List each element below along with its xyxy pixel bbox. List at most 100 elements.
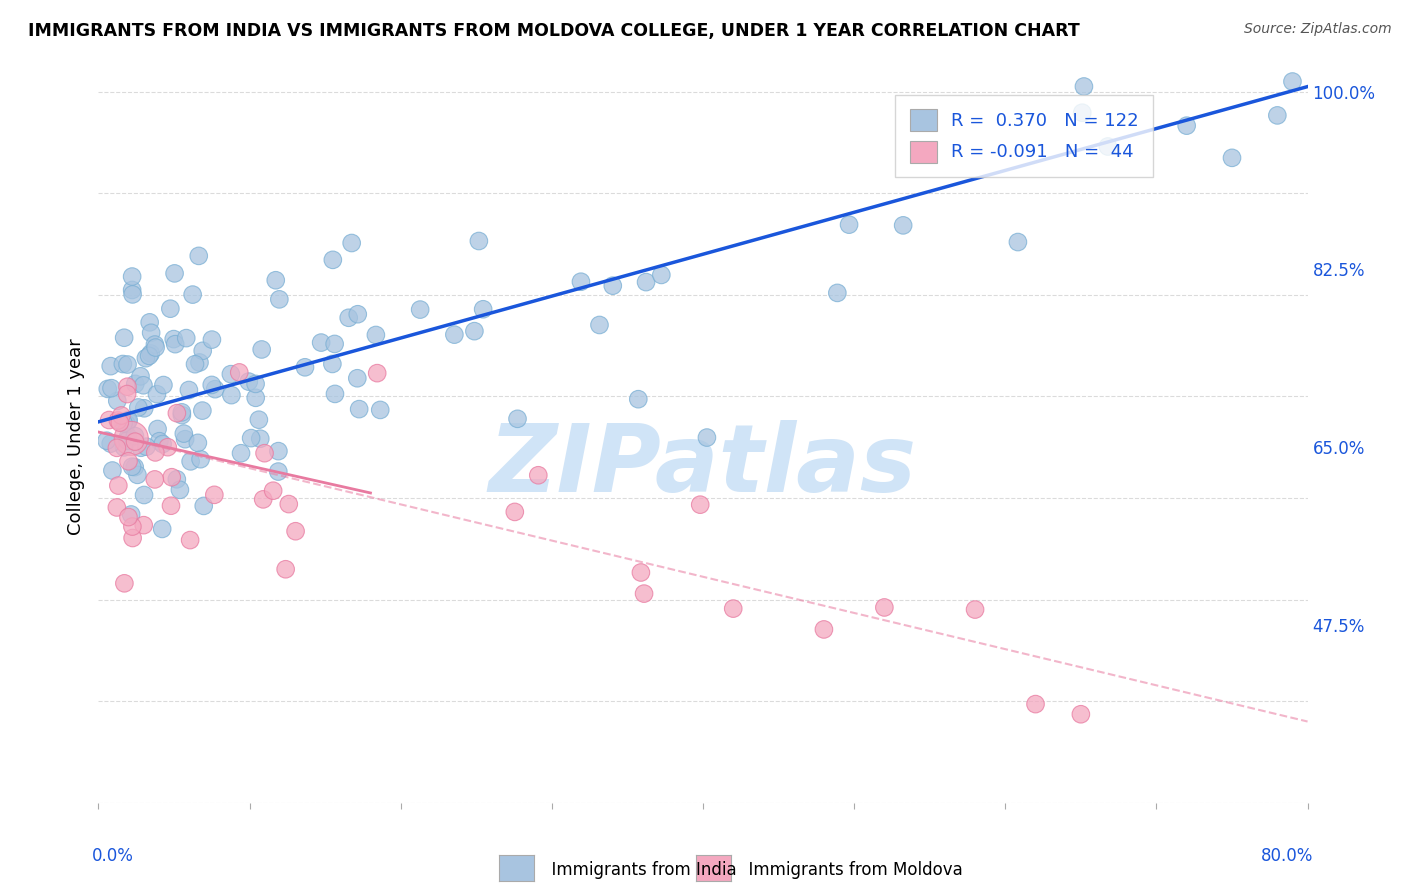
- Point: [124, 434, 146, 449]
- Point: [1024, 697, 1046, 711]
- Point: [249, 432, 271, 446]
- Point: [347, 402, 370, 417]
- Point: [143, 445, 166, 459]
- Point: [120, 431, 142, 445]
- Point: [132, 488, 155, 502]
- Legend: R =  0.370   N = 122, R = -0.091   N =  44: R = 0.370 N = 122, R = -0.091 N = 44: [896, 95, 1153, 177]
- Point: [340, 235, 363, 250]
- Point: [247, 413, 270, 427]
- Point: [193, 499, 215, 513]
- Point: [180, 454, 202, 468]
- Point: [124, 460, 146, 475]
- Point: [105, 393, 128, 408]
- Point: [346, 307, 368, 321]
- Point: [101, 463, 124, 477]
- Text: 80.0%: 80.0%: [1261, 847, 1313, 864]
- Point: [201, 378, 224, 392]
- Point: [117, 430, 139, 444]
- Point: [135, 440, 157, 454]
- Point: [146, 422, 169, 436]
- Point: [309, 335, 332, 350]
- Point: [269, 293, 291, 307]
- Text: Source: ZipAtlas.com: Source: ZipAtlas.com: [1244, 22, 1392, 37]
- Point: [105, 500, 128, 515]
- Point: [1267, 108, 1289, 122]
- Point: [689, 498, 711, 512]
- Point: [202, 488, 225, 502]
- Point: [569, 275, 592, 289]
- Point: [187, 249, 209, 263]
- Point: [201, 333, 224, 347]
- Point: [323, 387, 346, 401]
- Point: [97, 382, 120, 396]
- Point: [245, 391, 267, 405]
- Point: [838, 218, 860, 232]
- Point: [264, 273, 287, 287]
- Point: [323, 337, 346, 351]
- Point: [121, 459, 143, 474]
- Point: [723, 601, 745, 615]
- Point: [633, 586, 655, 600]
- Point: [152, 437, 174, 451]
- Point: [165, 337, 187, 351]
- Point: [117, 454, 139, 468]
- Point: [107, 478, 129, 492]
- Point: [204, 382, 226, 396]
- Point: [891, 219, 914, 233]
- Point: [181, 287, 204, 301]
- Point: [166, 406, 188, 420]
- Point: [105, 441, 128, 455]
- Point: [650, 268, 672, 282]
- Point: [129, 441, 152, 455]
- Point: [121, 287, 143, 301]
- Point: [696, 431, 718, 445]
- Point: [117, 380, 139, 394]
- Point: [129, 369, 152, 384]
- Point: [124, 376, 146, 391]
- Point: [472, 302, 495, 317]
- Point: [100, 359, 122, 373]
- Point: [188, 355, 211, 369]
- Point: [100, 436, 122, 450]
- Text: IMMIGRANTS FROM INDIA VS IMMIGRANTS FROM MOLDOVA COLLEGE, UNDER 1 YEAR CORRELATI: IMMIGRANTS FROM INDIA VS IMMIGRANTS FROM…: [28, 22, 1080, 40]
- Point: [159, 301, 181, 316]
- Point: [117, 413, 139, 427]
- Point: [1097, 139, 1119, 153]
- Point: [117, 434, 139, 448]
- Point: [284, 524, 307, 539]
- Point: [630, 566, 652, 580]
- Point: [443, 327, 465, 342]
- Point: [588, 318, 610, 332]
- Point: [132, 378, 155, 392]
- Point: [253, 446, 276, 460]
- Point: [107, 413, 129, 427]
- Text: Immigrants from India: Immigrants from India: [541, 861, 737, 879]
- Point: [1007, 235, 1029, 249]
- Point: [110, 409, 132, 423]
- Point: [527, 468, 550, 483]
- Point: [322, 252, 344, 267]
- Point: [409, 302, 432, 317]
- Point: [170, 405, 193, 419]
- Point: [139, 346, 162, 360]
- Point: [121, 283, 143, 297]
- Point: [827, 285, 849, 300]
- Point: [219, 367, 242, 381]
- Point: [117, 414, 139, 428]
- Point: [156, 440, 179, 454]
- Point: [170, 408, 193, 422]
- Point: [321, 357, 343, 371]
- Point: [187, 435, 209, 450]
- Y-axis label: College, Under 1 year: College, Under 1 year: [66, 339, 84, 535]
- Point: [124, 429, 146, 443]
- Point: [627, 392, 650, 407]
- Point: [813, 623, 835, 637]
- Point: [364, 328, 387, 343]
- Point: [138, 315, 160, 329]
- Point: [143, 337, 166, 351]
- Point: [1220, 151, 1243, 165]
- Point: [127, 467, 149, 482]
- Point: [117, 358, 139, 372]
- Point: [965, 602, 987, 616]
- Point: [173, 426, 195, 441]
